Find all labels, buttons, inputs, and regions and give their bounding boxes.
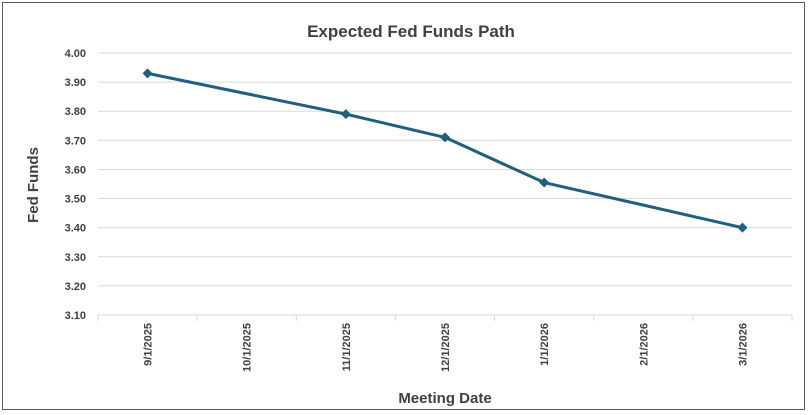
y-tick-label: 3.90 <box>65 77 86 89</box>
y-tick-label: 3.40 <box>65 223 86 235</box>
series-layer <box>142 68 748 233</box>
x-axis-ticks: 9/1/2025 10/1/2025 11/1/2025 12/1/2025 1/1/2… <box>97 315 793 372</box>
y-axis-title: Fed Funds <box>25 147 42 223</box>
y-tick-label: 3.80 <box>65 106 86 118</box>
y-tick-label: 3.30 <box>65 252 86 264</box>
x-tick-label: 2/1/2026 <box>638 323 650 366</box>
chart-frame <box>2 2 805 410</box>
y-tick-label: 3.10 <box>65 310 86 322</box>
series-line <box>147 71 743 230</box>
x-tick-label: 9/1/2025 <box>143 323 155 366</box>
data-point-marker <box>142 68 153 79</box>
y-tick-label: 3.50 <box>65 194 86 206</box>
x-tick-label: 1/1/2026 <box>539 323 551 366</box>
x-tick-label: 12/1/2025 <box>440 323 452 372</box>
x-tick-label: 3/1/2026 <box>737 323 749 366</box>
data-point-marker <box>737 222 748 233</box>
data-point-marker <box>440 132 450 143</box>
y-tick-label: 3.70 <box>65 135 86 147</box>
x-tick-label: 10/1/2025 <box>242 323 254 372</box>
y-tick-label: 3.20 <box>65 281 86 293</box>
gridlines <box>98 52 792 316</box>
data-point-marker <box>340 109 351 120</box>
y-axis-ticks: 4.00 3.90 3.80 3.70 3.60 3.50 3.40 3.30 3.20 3.10 <box>65 48 86 322</box>
chart-title: Expected Fed Funds Path <box>307 22 515 41</box>
y-tick-label: 3.60 <box>65 164 86 176</box>
y-tick-label: 4.00 <box>65 48 86 60</box>
data-point-marker <box>539 177 550 188</box>
x-tick-label: 11/1/2025 <box>341 323 353 371</box>
x-axis-title: Meeting Date <box>398 390 491 407</box>
